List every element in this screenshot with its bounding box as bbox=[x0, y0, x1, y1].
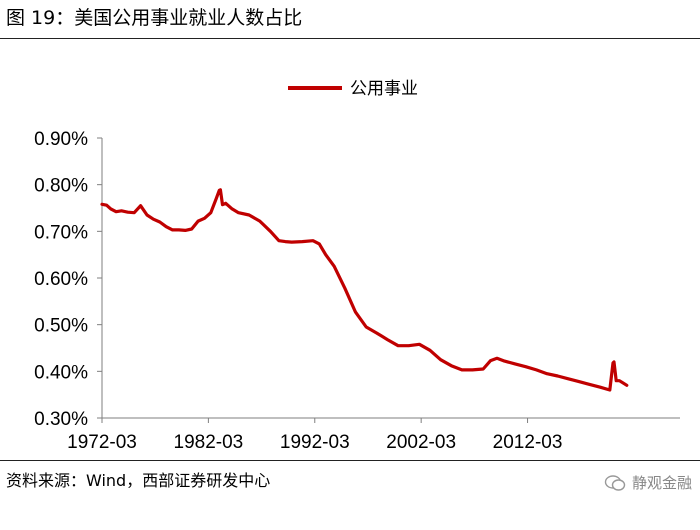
watermark: 静观金融 bbox=[604, 472, 692, 493]
x-tick-label: 2012-03 bbox=[493, 432, 563, 453]
y-tick-label: 0.80% bbox=[34, 176, 88, 197]
y-tick-label: 0.70% bbox=[34, 222, 88, 243]
source-note: 资料来源：Wind，西部证券研发中心 bbox=[6, 471, 271, 490]
wechat-icon bbox=[604, 474, 626, 491]
legend-label: 公用事业 bbox=[350, 79, 418, 99]
x-tick-label: 1972-03 bbox=[67, 432, 137, 453]
y-tick-label: 0.40% bbox=[34, 362, 88, 383]
y-tick-label: 0.90% bbox=[34, 129, 88, 150]
x-tick-label: 2002-03 bbox=[386, 432, 456, 453]
series-line-utilities bbox=[100, 188, 629, 392]
x-tick-label: 1992-03 bbox=[280, 432, 350, 453]
title-divider bbox=[0, 38, 700, 39]
x-axis: 1972-03 1982-03 1992-03 2002-03 2012-03 bbox=[67, 417, 680, 453]
watermark-text: 静观金融 bbox=[631, 474, 692, 492]
x-tick-label: 1982-03 bbox=[174, 432, 244, 453]
source-divider bbox=[0, 460, 700, 461]
y-tick-label: 0.50% bbox=[34, 316, 88, 337]
legend: 公用事业 bbox=[288, 79, 418, 99]
y-tick-label: 0.30% bbox=[34, 409, 88, 430]
line-chart: 公用事业 0.30% 0.40% 0.50% 0.60% 0.70% 0.80% 0.90%… bbox=[34, 79, 680, 453]
figure-title: 图 19：美国公用事业就业人数占比 bbox=[6, 7, 303, 29]
y-tick-label: 0.60% bbox=[34, 269, 88, 290]
y-axis: 0.30% 0.40% 0.50% 0.60% 0.70% 0.80% 0.90% bbox=[34, 129, 103, 430]
